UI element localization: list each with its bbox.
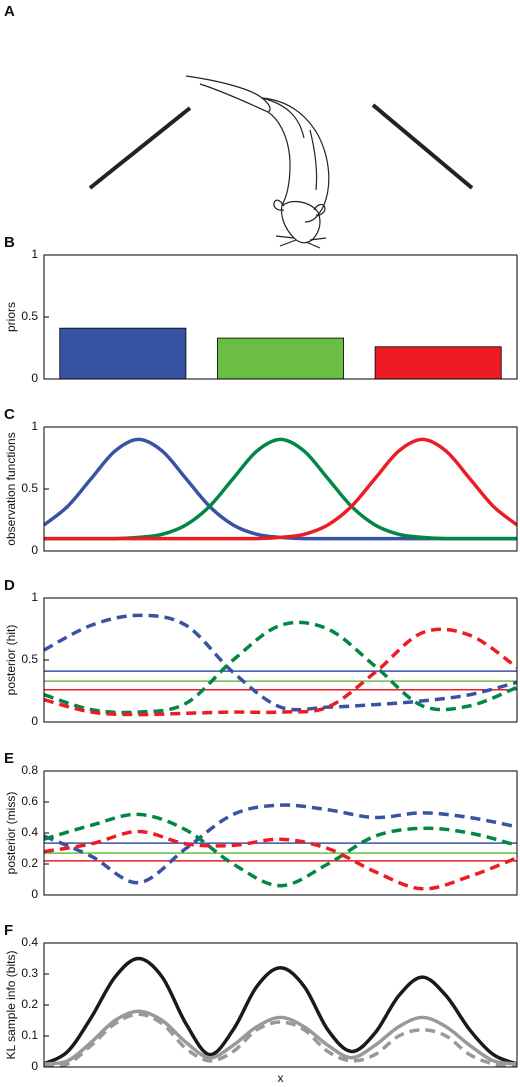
line-series	[44, 437, 517, 541]
y-tick-label: 0.1	[21, 1028, 38, 1042]
line-series	[44, 829, 517, 891]
y-tick-label: 0	[31, 714, 38, 728]
x-axis-label: x	[278, 1071, 284, 1085]
panel-label: C	[4, 406, 15, 423]
illustration	[88, 75, 474, 249]
left-barrier	[88, 106, 192, 190]
y-tick-label: 0.4	[21, 825, 38, 839]
plot-frame	[43, 597, 518, 723]
y-tick-label: 0.5	[21, 309, 38, 323]
line-series	[44, 803, 517, 885]
plot	[44, 803, 517, 891]
y-tick-label: 0	[31, 371, 38, 385]
y-tick-label: 0.6	[21, 794, 38, 808]
y-tick-label: 0.3	[21, 966, 38, 980]
y-axis-label: posterior (hit)	[4, 625, 18, 696]
plot	[44, 437, 517, 541]
plot	[44, 613, 517, 717]
y-tick-label: 0	[31, 887, 38, 901]
y-tick-label: 0.5	[21, 481, 38, 495]
y-tick-label: 0.2	[21, 856, 38, 870]
y-tick-label: 1	[31, 419, 38, 433]
panel-label: E	[4, 750, 14, 767]
line-series	[44, 437, 517, 541]
y-tick-label: 0.8	[21, 763, 38, 777]
y-axis-label: posterior (miss)	[4, 792, 18, 875]
y-tick-label: 0.4	[21, 935, 38, 949]
bar	[59, 327, 187, 379]
panel-label: B	[4, 234, 15, 251]
line-series	[44, 1009, 517, 1066]
plot-frame	[43, 426, 518, 552]
line-series	[44, 613, 517, 712]
bar	[217, 337, 344, 379]
y-axis-label: priors	[4, 302, 18, 332]
mouse	[185, 75, 330, 249]
y-tick-label: 1	[31, 247, 38, 261]
y-tick-label: 1	[31, 590, 38, 604]
y-tick-label: 0.2	[21, 997, 38, 1011]
y-axis-label: observation functions	[4, 432, 18, 545]
right-barrier	[371, 103, 474, 190]
panel-label: A	[4, 3, 15, 20]
line-series	[44, 812, 517, 888]
line-series	[44, 1012, 517, 1067]
plot	[59, 327, 502, 379]
line-series	[44, 620, 517, 715]
y-tick-label: 0	[31, 543, 38, 557]
line-series	[44, 437, 517, 541]
line-series	[44, 956, 517, 1066]
y-tick-label: 0.5	[21, 652, 38, 666]
plot-frame	[43, 770, 518, 896]
plot	[44, 956, 517, 1067]
bar	[374, 346, 502, 379]
line-series	[44, 627, 517, 717]
plot-frame	[43, 254, 518, 380]
y-tick-label: 0	[31, 1059, 38, 1073]
plot-frame	[43, 942, 518, 1068]
y-axis-label: KL sample info (bits)	[4, 951, 18, 1060]
panel-label: D	[4, 577, 15, 594]
panel-label: F	[4, 922, 13, 939]
